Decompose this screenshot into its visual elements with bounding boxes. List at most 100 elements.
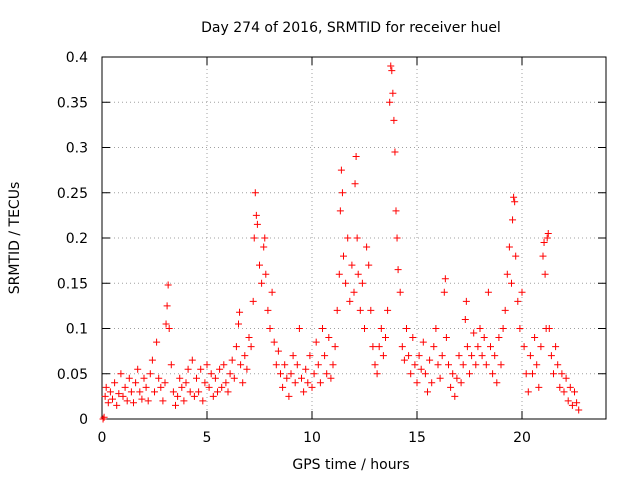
data-point (228, 356, 236, 364)
data-point (445, 361, 452, 369)
data-point (300, 388, 308, 396)
data-point (264, 306, 272, 314)
data-point (463, 343, 471, 351)
data-point (468, 352, 476, 360)
data-point (117, 370, 125, 378)
data-point (531, 334, 539, 342)
data-point (164, 281, 172, 289)
data-point (100, 413, 108, 421)
data-point (148, 356, 156, 364)
data-points (99, 62, 583, 423)
data-point (367, 306, 375, 314)
data-point (371, 361, 379, 369)
data-point (262, 270, 270, 278)
data-point (319, 325, 326, 332)
data-point (159, 397, 167, 405)
data-point (419, 338, 427, 346)
data-point (387, 62, 395, 70)
grid (102, 57, 606, 419)
y-tick-label: 0.35 (57, 95, 88, 111)
data-point (434, 361, 442, 369)
data-point (285, 392, 293, 400)
data-point (356, 306, 364, 314)
data-point (109, 395, 116, 403)
data-point (394, 266, 402, 274)
data-point (247, 343, 255, 351)
data-point (478, 352, 486, 360)
data-point (455, 352, 463, 360)
data-point (554, 361, 562, 369)
data-point (308, 383, 316, 391)
data-point (138, 395, 146, 403)
data-point (237, 361, 245, 369)
data-point (325, 334, 333, 342)
data-point (106, 388, 114, 396)
data-point (272, 361, 280, 369)
y-axis-label: SRMTID / TECUs (7, 182, 23, 295)
data-point (291, 379, 299, 387)
data-point (163, 302, 171, 310)
data-point (134, 365, 142, 373)
data-point (377, 325, 385, 332)
data-point (102, 383, 110, 391)
data-point (409, 334, 417, 342)
data-point (111, 379, 119, 387)
data-point (321, 352, 329, 360)
data-point (537, 343, 545, 351)
data-point (476, 325, 484, 332)
data-point (398, 343, 406, 351)
data-point (295, 325, 303, 332)
data-point (172, 401, 179, 409)
data-point (270, 338, 278, 346)
data-point (375, 343, 383, 351)
data-point (442, 334, 450, 342)
data-point (277, 370, 284, 378)
data-point (480, 334, 488, 342)
data-point (268, 288, 276, 296)
data-point (462, 297, 470, 305)
data-point (363, 243, 371, 251)
data-point (424, 388, 431, 396)
data-point (157, 383, 165, 391)
data-point (392, 207, 400, 215)
data-point (526, 352, 534, 360)
data-point (279, 383, 287, 391)
data-point (539, 252, 547, 260)
data-point (193, 374, 200, 382)
data-point (180, 397, 188, 405)
data-point (495, 334, 503, 342)
data-point (511, 198, 519, 206)
data-point (358, 279, 366, 287)
data-point (510, 193, 518, 201)
data-point (571, 388, 578, 396)
chart-title: Day 274 of 2016, SRMTID for receiver hue… (201, 20, 501, 36)
y-tick-labels: 0 0.05 0.1 0.15 0.2 0.25 0.3 0.35 0.4 (57, 50, 88, 428)
data-point (298, 374, 305, 382)
data-point (230, 374, 238, 382)
data-point (344, 234, 352, 242)
data-point (400, 356, 408, 364)
data-point (449, 370, 457, 378)
data-point (505, 243, 513, 251)
data-point (512, 252, 520, 260)
data-point (302, 365, 310, 373)
x-tick-labels: 0 5 10 15 20 (98, 430, 531, 446)
data-point (407, 370, 415, 378)
data-point (216, 365, 224, 373)
data-point (121, 383, 129, 391)
data-point (413, 379, 421, 387)
data-point (415, 352, 423, 360)
data-point (132, 379, 140, 387)
data-point (101, 392, 109, 400)
data-point (99, 415, 107, 423)
data-point (426, 356, 434, 364)
data-point (348, 261, 356, 269)
x-tick-label: 10 (303, 430, 321, 446)
data-point (188, 356, 196, 364)
data-point (566, 383, 574, 391)
data-point (547, 352, 555, 360)
data-point (522, 370, 530, 378)
data-point (430, 343, 438, 351)
data-point (161, 379, 169, 387)
data-point (543, 234, 551, 242)
